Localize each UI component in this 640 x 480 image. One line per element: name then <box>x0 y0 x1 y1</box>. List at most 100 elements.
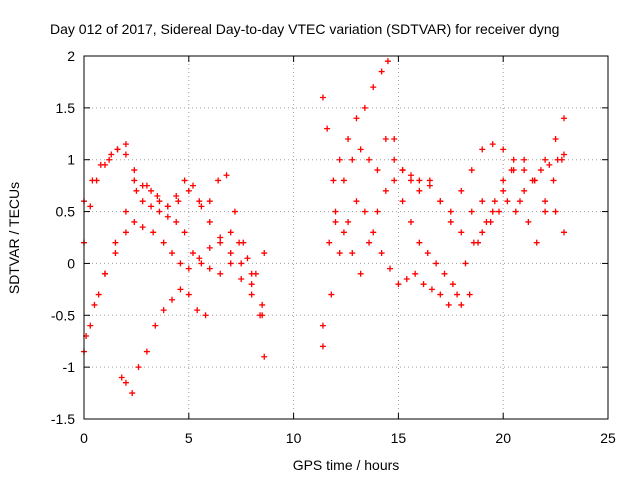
data-point <box>122 208 129 215</box>
data-point <box>433 260 440 267</box>
data-point <box>169 296 176 303</box>
data-point <box>169 250 176 257</box>
data-point <box>426 182 433 189</box>
data-point <box>353 198 360 205</box>
data-point <box>437 198 444 205</box>
data-point <box>366 156 373 163</box>
data-point <box>139 198 146 205</box>
data-point <box>252 270 259 277</box>
data-point <box>164 203 171 210</box>
data-point <box>407 172 414 179</box>
data-point <box>479 198 486 205</box>
data-point <box>516 198 523 205</box>
data-point <box>206 198 213 205</box>
data-point <box>261 250 268 257</box>
series-track-4 <box>83 182 266 340</box>
data-point <box>552 135 559 142</box>
data-point <box>345 135 352 142</box>
data-point <box>89 177 96 184</box>
data-point <box>361 104 368 111</box>
y-tick-label: 1.5 <box>56 100 76 116</box>
data-point <box>552 208 559 215</box>
data-point <box>217 270 224 277</box>
data-point <box>248 291 255 298</box>
data-point <box>227 229 234 236</box>
data-point <box>122 141 129 148</box>
data-point <box>164 213 171 220</box>
series-track-2 <box>81 141 268 360</box>
data-point <box>129 390 136 397</box>
data-point <box>135 364 142 371</box>
data-point <box>148 203 155 210</box>
data-point <box>378 68 385 75</box>
data-point <box>217 239 224 246</box>
data-point <box>361 208 368 215</box>
data-point <box>261 353 268 360</box>
data-point <box>122 229 129 236</box>
data-point <box>112 239 119 246</box>
data-point <box>447 218 454 225</box>
x-tick-label: 15 <box>391 430 407 446</box>
tick-labels: -1.5-1-0.500.511.520 5 10 15 20 25 <box>51 48 616 446</box>
data-point <box>175 198 182 205</box>
data-point <box>468 167 475 174</box>
data-point <box>87 203 94 210</box>
data-point <box>491 198 498 205</box>
data-point <box>483 218 490 225</box>
data-point <box>196 255 203 262</box>
data-point <box>328 291 335 298</box>
data-point <box>160 307 167 314</box>
data-point <box>496 208 503 215</box>
data-point <box>143 182 150 189</box>
data-point <box>185 265 192 272</box>
data-point <box>500 146 507 153</box>
data-point <box>387 265 394 272</box>
data-point <box>156 208 163 215</box>
data-point <box>97 161 104 168</box>
chart-title: Day 012 of 2017, Sidereal Day-to-day VTE… <box>50 21 559 37</box>
data-point <box>114 146 121 153</box>
data-point <box>101 270 108 277</box>
data-point <box>206 218 213 225</box>
data-point <box>546 161 553 168</box>
data-point <box>416 187 423 194</box>
x-axis-label: GPS time / hours <box>293 457 400 473</box>
data-point <box>416 239 423 246</box>
y-tick-label: 1 <box>67 152 75 168</box>
data-point <box>449 281 456 288</box>
series-track-3 <box>81 218 268 355</box>
data-point <box>489 208 496 215</box>
data-point <box>537 167 544 174</box>
data-point <box>106 156 113 163</box>
data-point <box>223 172 230 179</box>
ticks <box>83 55 609 420</box>
data-point <box>525 218 532 225</box>
data-point <box>152 322 159 329</box>
data-point <box>395 281 402 288</box>
data-point <box>87 322 94 329</box>
data-point <box>181 229 188 236</box>
y-tick-label: 0.5 <box>56 204 76 220</box>
data-point <box>139 224 146 231</box>
data-point <box>445 301 452 308</box>
data-point <box>181 177 188 184</box>
data-point <box>156 198 163 205</box>
data-point <box>391 156 398 163</box>
data-point <box>189 250 196 257</box>
data-point <box>112 250 119 257</box>
x-tick-label: 5 <box>185 430 193 446</box>
grid <box>84 56 608 419</box>
data-point <box>148 187 155 194</box>
data-point <box>154 193 161 200</box>
data-point <box>441 270 448 277</box>
data-point <box>521 187 528 194</box>
x-tick-label: 10 <box>286 430 302 446</box>
x-tick-label: 25 <box>600 430 616 446</box>
data-point <box>336 156 343 163</box>
data-point <box>206 265 213 272</box>
data-point <box>500 177 507 184</box>
data-point <box>479 146 486 153</box>
data-point <box>357 146 364 153</box>
series-track-9 <box>332 156 565 308</box>
data-point <box>391 177 398 184</box>
